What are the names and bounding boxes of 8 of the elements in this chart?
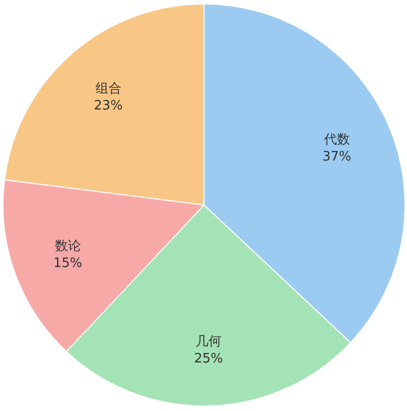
data-label: 37%: [322, 149, 352, 164]
data-label: 23%: [94, 98, 123, 114]
data-label: 25%: [194, 351, 223, 366]
slice-label: 数论: [54, 238, 81, 254]
data-label: 15%: [53, 256, 82, 271]
slice-label: 代数: [322, 132, 350, 148]
slice-label: 组合: [95, 80, 122, 96]
slice-label: 几何: [196, 334, 222, 350]
